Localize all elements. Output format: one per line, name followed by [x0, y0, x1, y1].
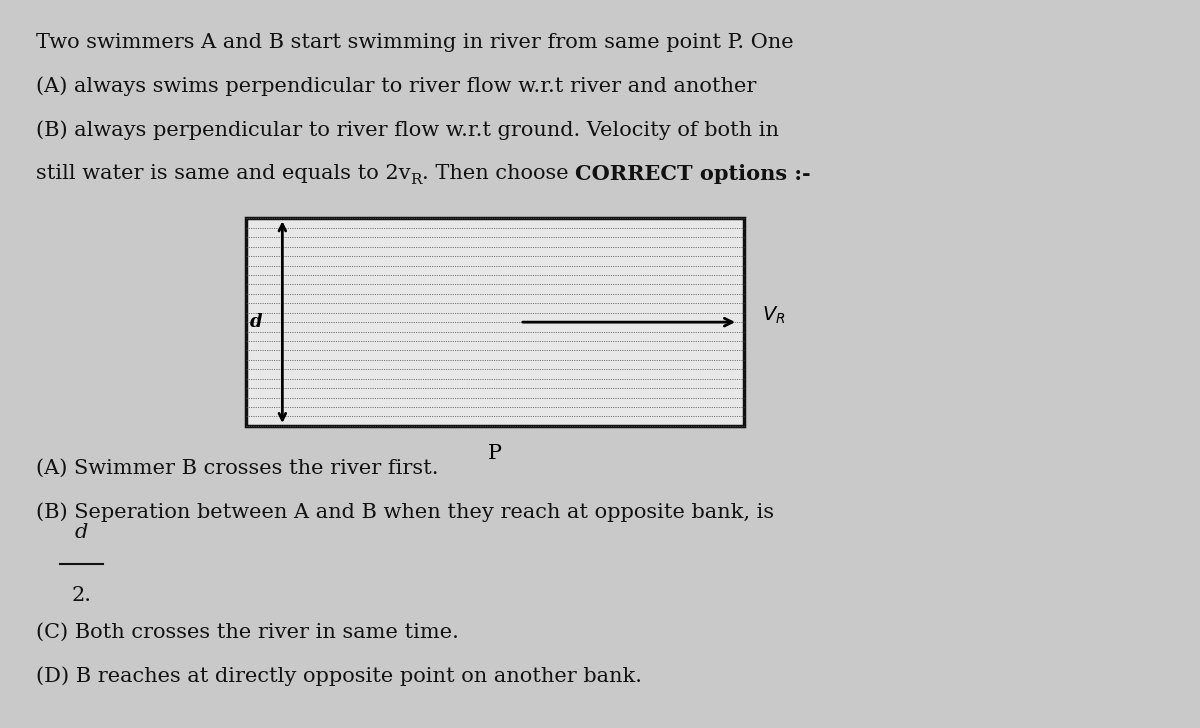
- Text: d: d: [250, 313, 263, 331]
- Text: (A) always swims perpendicular to river flow w.r.t river and another: (A) always swims perpendicular to river …: [36, 76, 756, 96]
- Bar: [246, 218, 744, 426]
- Text: R: R: [410, 173, 422, 186]
- Text: still water is same and equals to 2v: still water is same and equals to 2v: [36, 164, 410, 183]
- Text: 2.: 2.: [72, 586, 91, 605]
- Text: (B) always perpendicular to river flow w.r.t ground. Velocity of both in: (B) always perpendicular to river flow w…: [36, 120, 779, 140]
- Text: P: P: [488, 444, 502, 463]
- Text: Two swimmers A and B start swimming in river from same point P. One: Two swimmers A and B start swimming in r…: [36, 33, 793, 52]
- Text: CORRECT options :-: CORRECT options :-: [575, 164, 811, 183]
- Text: (A) Swimmer B crosses the river first.: (A) Swimmer B crosses the river first.: [36, 459, 438, 478]
- Text: (D) B reaches at directly opposite point on another bank.: (D) B reaches at directly opposite point…: [36, 666, 642, 686]
- Text: . Then choose: . Then choose: [422, 164, 575, 183]
- Text: d: d: [74, 523, 89, 542]
- Text: $V_R$: $V_R$: [762, 304, 786, 325]
- Text: (C) Both crosses the river in same time.: (C) Both crosses the river in same time.: [36, 622, 458, 641]
- Text: (B) Seperation between A and B when they reach at opposite bank, is: (B) Seperation between A and B when they…: [36, 502, 774, 522]
